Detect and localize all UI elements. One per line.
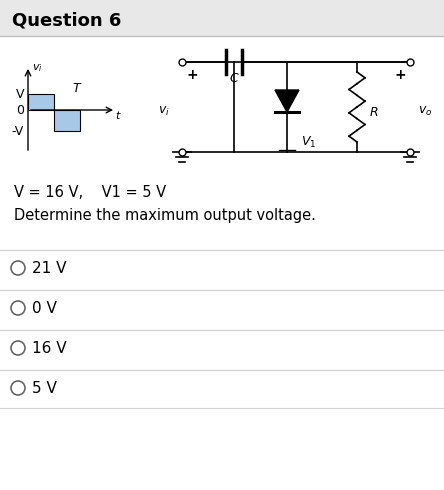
FancyBboxPatch shape: [0, 0, 444, 36]
Text: Question 6: Question 6: [12, 11, 121, 29]
Text: t: t: [115, 111, 119, 121]
Text: V = 16 V,    V1 = 5 V: V = 16 V, V1 = 5 V: [14, 185, 166, 200]
Text: 0 V: 0 V: [32, 300, 57, 316]
Text: C: C: [230, 72, 238, 84]
Text: +: +: [186, 68, 198, 82]
Text: $v_o$: $v_o$: [418, 104, 432, 118]
Text: 5 V: 5 V: [32, 381, 57, 395]
Bar: [54, 110, 80, 131]
Text: V: V: [16, 88, 24, 100]
Text: 21 V: 21 V: [32, 261, 67, 275]
Polygon shape: [275, 90, 299, 112]
Text: $v_i$: $v_i$: [32, 62, 43, 74]
Text: 0: 0: [16, 103, 24, 117]
Text: 16 V: 16 V: [32, 341, 67, 356]
Text: $V_1$: $V_1$: [301, 134, 316, 149]
Text: -V: -V: [12, 124, 24, 138]
Text: +: +: [394, 68, 406, 82]
Bar: [28, 94, 54, 110]
Text: R: R: [370, 105, 379, 119]
Text: T: T: [72, 81, 79, 95]
Text: $v_i$: $v_i$: [158, 104, 170, 118]
Text: Determine the maximum output voltage.: Determine the maximum output voltage.: [14, 208, 316, 223]
